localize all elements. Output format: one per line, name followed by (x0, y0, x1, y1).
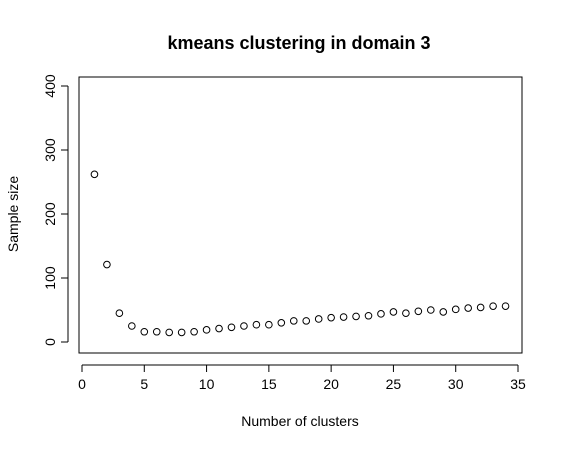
x-tick-label: 30 (448, 376, 464, 392)
data-point (177, 328, 186, 337)
data-point (439, 308, 448, 316)
data-point (302, 317, 311, 325)
data-point (402, 309, 410, 318)
data-point (476, 303, 485, 312)
data-point (202, 326, 211, 334)
data-point (464, 304, 472, 312)
x-tick-label: 25 (386, 376, 402, 392)
data-point (327, 313, 335, 322)
y-tick-label: 400 (42, 74, 58, 98)
data-point (339, 313, 348, 321)
data-point (414, 307, 423, 316)
data-point (289, 317, 298, 325)
data-point (389, 308, 398, 316)
data-point (364, 311, 373, 320)
data-point (451, 305, 460, 314)
x-tick-label: 15 (261, 376, 277, 392)
data-point (152, 327, 161, 336)
data-point (252, 320, 261, 329)
data-point (103, 260, 111, 269)
data-point (352, 312, 360, 321)
data-point (165, 328, 173, 337)
x-axis-ticks: 0 5 10 15 20 25 30 35 (78, 365, 526, 392)
data-point (215, 324, 223, 333)
data-point (427, 306, 435, 314)
x-tick-label: 0 (78, 376, 86, 392)
y-axis-label: Sample size (5, 176, 21, 252)
data-point (314, 315, 323, 323)
y-tick-label: 0 (42, 338, 58, 346)
data-point (377, 310, 385, 318)
data-point (240, 322, 248, 330)
y-tick-label: 100 (42, 266, 58, 290)
data-point (90, 170, 99, 179)
data-point (140, 327, 149, 336)
y-tick-label: 300 (42, 138, 58, 162)
data-point (115, 309, 124, 318)
data-point (277, 319, 286, 327)
data-point (489, 302, 497, 310)
y-axis-ticks: 0 100 200 300 400 (42, 74, 68, 346)
x-tick-label: 5 (140, 376, 148, 392)
data-point (501, 302, 510, 310)
plot-frame (78, 76, 523, 354)
data-points (90, 170, 510, 337)
x-axis-label: Number of clusters (241, 413, 358, 429)
chart-title: kmeans clustering in domain 3 (167, 33, 430, 53)
data-point (190, 327, 198, 336)
x-tick-label: 10 (199, 376, 215, 392)
data-point (265, 320, 273, 329)
data-point (227, 323, 236, 332)
data-point (128, 322, 136, 330)
x-tick-label: 35 (510, 376, 526, 392)
y-tick-label: 200 (42, 202, 58, 226)
x-tick-label: 20 (323, 376, 339, 392)
